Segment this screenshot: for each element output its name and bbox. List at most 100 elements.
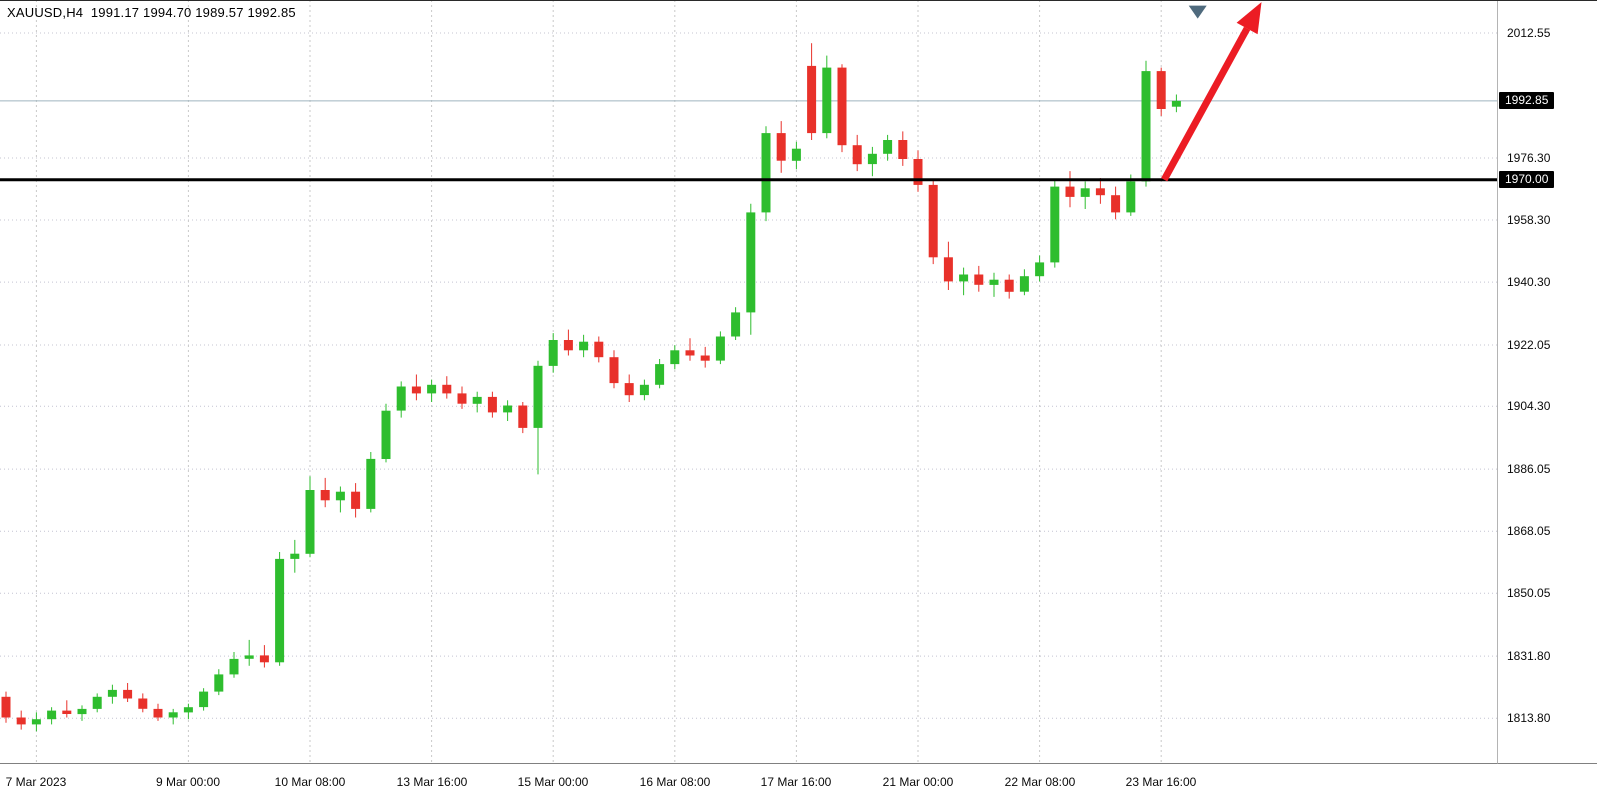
candle	[366, 452, 376, 513]
candle	[1050, 179, 1060, 268]
candle	[563, 329, 573, 356]
candle	[867, 146, 877, 177]
chart-top-border	[0, 0, 1597, 1]
candle	[852, 134, 862, 172]
price-axis-label: 1922.05	[1507, 338, 1551, 352]
candle	[442, 376, 452, 399]
time-axis-label: 9 Mar 00:00	[155, 775, 221, 789]
candle	[533, 360, 543, 475]
candle	[472, 391, 482, 413]
candle	[183, 703, 193, 720]
candle	[427, 379, 437, 402]
time-axis-label: 23 Mar 16:00	[1125, 775, 1197, 789]
candle	[381, 403, 391, 463]
candle	[244, 639, 254, 666]
candle	[518, 402, 528, 434]
candle	[883, 134, 893, 161]
price-axis-label: 1958.30	[1507, 213, 1551, 227]
candle	[609, 350, 619, 389]
candle	[715, 331, 725, 365]
candle	[1126, 174, 1136, 216]
candle	[655, 359, 665, 389]
candle	[731, 307, 741, 340]
candle	[214, 669, 224, 696]
candle	[138, 693, 148, 713]
candle	[1019, 269, 1029, 296]
candle	[1156, 67, 1166, 116]
candle	[548, 333, 558, 373]
candle	[822, 55, 832, 139]
candlestick-chart	[0, 0, 1497, 763]
current-price-tag: 1992.85	[1499, 92, 1555, 109]
candle	[31, 712, 41, 732]
candle	[229, 652, 239, 678]
candle	[62, 700, 72, 718]
candle	[974, 265, 984, 292]
price-axis-label: 1813.80	[1507, 711, 1551, 725]
symbol-ohlc-readout: XAUUSD,H4 1991.17 1994.70 1989.57 1992.8…	[7, 5, 296, 20]
candle	[913, 150, 923, 192]
candle	[624, 374, 634, 402]
candle	[670, 345, 680, 370]
triangle-marker-icon[interactable]	[1188, 5, 1207, 19]
candle	[746, 203, 756, 335]
candle	[594, 336, 604, 363]
candle	[275, 552, 285, 666]
chart-plot-area[interactable]: XAUUSD,H4 1991.17 1994.70 1989.57 1992.8…	[0, 0, 1497, 764]
candle	[791, 141, 801, 170]
candle	[837, 64, 847, 153]
candle	[107, 684, 117, 704]
time-axis-label: 21 Mar 00:00	[882, 775, 954, 789]
candle	[351, 483, 361, 518]
axis-corner	[1497, 764, 1597, 811]
candle	[1111, 186, 1121, 220]
candle	[639, 379, 649, 401]
price-axis-label: 1868.05	[1507, 524, 1551, 538]
time-axis-label: 17 Mar 16:00	[760, 775, 832, 789]
time-axis-label: 15 Mar 00:00	[517, 775, 589, 789]
candle	[1035, 255, 1045, 282]
price-axis[interactable]: 2012.55 1976.30 1958.30 1940.30 1922.05 1904.…	[1497, 0, 1597, 764]
candle	[396, 381, 406, 418]
candle	[943, 241, 953, 290]
candle	[1004, 274, 1014, 299]
time-axis-label: 10 Mar 08:00	[274, 775, 346, 789]
time-axis[interactable]: 7 Mar 2023 9 Mar 00:00 10 Mar 08:00 13 Mar …	[0, 764, 1497, 811]
level-price-tag: 1970.00	[1499, 171, 1555, 188]
candle	[928, 179, 938, 265]
price-axis-label: 1976.30	[1507, 151, 1551, 165]
time-axis-label: 13 Mar 16:00	[396, 775, 468, 789]
candle	[503, 400, 513, 421]
time-axis-label: 16 Mar 08:00	[639, 775, 711, 789]
candle	[335, 486, 345, 513]
candle	[1171, 94, 1181, 113]
time-axis-label: 22 Mar 08:00	[1004, 775, 1076, 789]
price-axis-label: 1904.30	[1507, 399, 1551, 413]
candle	[457, 386, 467, 409]
candle	[290, 539, 300, 573]
candle	[1095, 178, 1105, 204]
candle	[1, 691, 11, 723]
time-axis-label: 7 Mar 2023	[5, 775, 67, 789]
candle	[1065, 171, 1075, 208]
candle	[776, 121, 786, 173]
candle	[320, 477, 330, 508]
candle	[959, 267, 969, 296]
candle	[123, 683, 133, 702]
candle	[487, 391, 497, 418]
candle	[16, 710, 26, 730]
candle	[47, 707, 57, 725]
candle	[700, 346, 710, 368]
candle	[807, 43, 817, 140]
candle	[259, 645, 269, 668]
candle	[77, 705, 87, 721]
candle	[199, 688, 209, 711]
price-axis-label: 1940.30	[1507, 275, 1551, 289]
candle	[989, 272, 999, 297]
candle	[168, 708, 178, 725]
price-axis-label: 2012.55	[1507, 26, 1551, 40]
candle	[898, 131, 908, 166]
trend-arrow[interactable]	[1161, 2, 1262, 182]
candle	[579, 334, 589, 358]
candle	[1080, 181, 1090, 209]
